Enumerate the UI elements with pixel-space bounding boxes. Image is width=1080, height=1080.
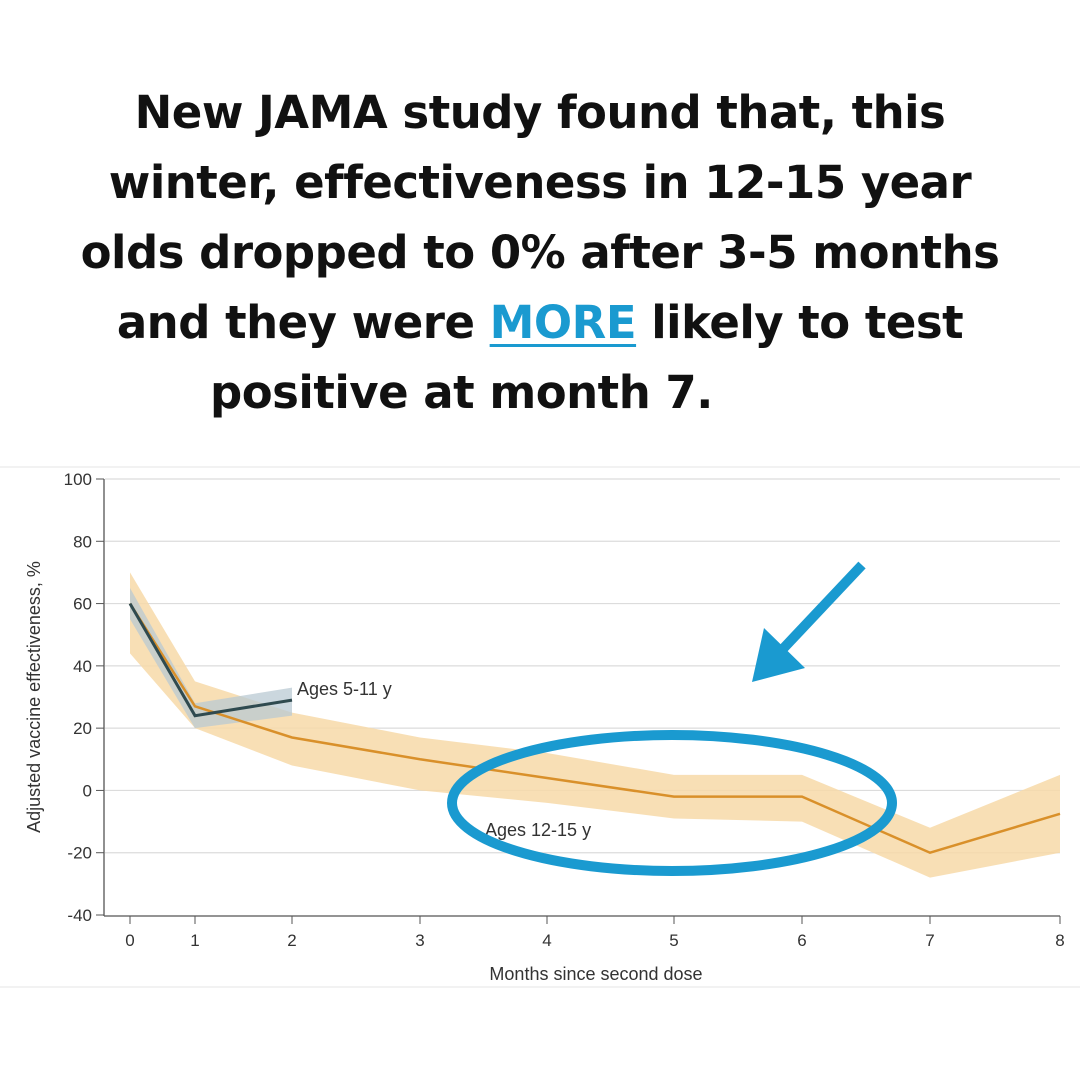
x-tick-label: 8 [1055,931,1064,950]
headline-line-5: positive at month 7. [210,366,713,419]
x-tick-label: 4 [542,931,551,950]
x-axis-title: Months since second dose [489,964,702,984]
headline-line-3: olds dropped to 0% after 3-5 months [80,226,1000,279]
y-tick-label: -40 [67,906,92,925]
x-tick-label: 5 [669,931,678,950]
headline-line-4-pre: and they were [116,296,490,349]
arrow-icon [752,561,866,682]
highlight-ellipse [447,730,897,876]
y-tick-label: 60 [73,595,92,614]
y-tick-label: 100 [64,470,92,489]
headline-line-1: New JAMA study found that, this [134,86,946,139]
headline-line-4-post: likely to test [636,296,964,349]
headline-line-4: and they were MORE likely to test [0,288,1080,358]
y-tick-label: 80 [73,532,92,551]
ci-band-ages-12-15 [130,572,1060,878]
x-tick-label: 6 [797,931,806,950]
x-tick-label: 2 [287,931,296,950]
x-tick-label: 3 [415,931,424,950]
headline-line-2: winter, effectiveness in 12-15 year [108,156,972,209]
ci-band-ages-5-11 [130,588,292,729]
y-tick-label: 20 [73,719,92,738]
label-ages-5-11: Ages 5-11 y [297,679,392,699]
x-tick-label: 1 [190,931,199,950]
y-tick-label: 40 [73,657,92,676]
x-tick-label: 7 [925,931,934,950]
y-tick-label: 0 [83,781,92,800]
headline-emphasis-more: MORE [489,296,637,349]
headline: New JAMA study found that, this winter, … [0,78,1080,428]
y-axis-title: Adjusted vaccine effectiveness, % [24,561,44,833]
x-tick-label: 0 [125,931,134,950]
label-ages-12-15: Ages 12-15 y [485,820,591,840]
y-tick-label: -20 [67,844,92,863]
